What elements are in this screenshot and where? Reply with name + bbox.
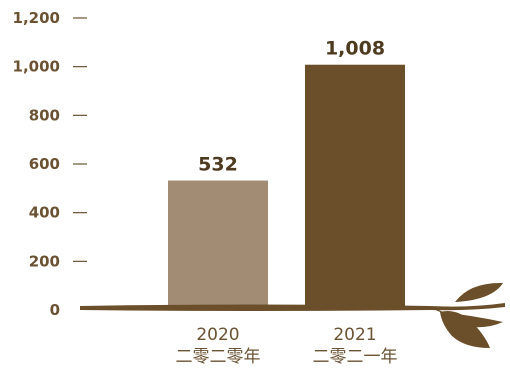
y-tick-label: 200: [29, 252, 60, 270]
x-category-year: 2021: [333, 325, 376, 345]
bars: 532 1,008: [168, 38, 405, 310]
bar-value-label: 1,008: [325, 38, 385, 60]
x-category-chinese: 二零二一年: [313, 347, 398, 367]
baseline-branch: [80, 282, 505, 348]
leaf-icon: [440, 312, 503, 328]
y-tick-label: 400: [29, 204, 60, 222]
y-axis: 0 200 400 600 800 1,000 1,200: [13, 9, 87, 319]
x-category-year: 2020: [196, 325, 239, 345]
y-tick-label: 1,200: [13, 9, 60, 27]
y-tick-label: 1,000: [13, 58, 60, 76]
bar: [305, 64, 405, 310]
y-tick-label: 800: [29, 106, 60, 124]
y-tick-label: 0: [50, 301, 60, 319]
bar: [168, 180, 268, 310]
leaf-icon: [455, 282, 503, 302]
baseline-stroke-2: [84, 306, 441, 310]
y-tick-label: 600: [29, 155, 60, 173]
x-category-chinese: 二零二零年: [176, 347, 261, 367]
bar-value-label: 532: [198, 154, 238, 176]
